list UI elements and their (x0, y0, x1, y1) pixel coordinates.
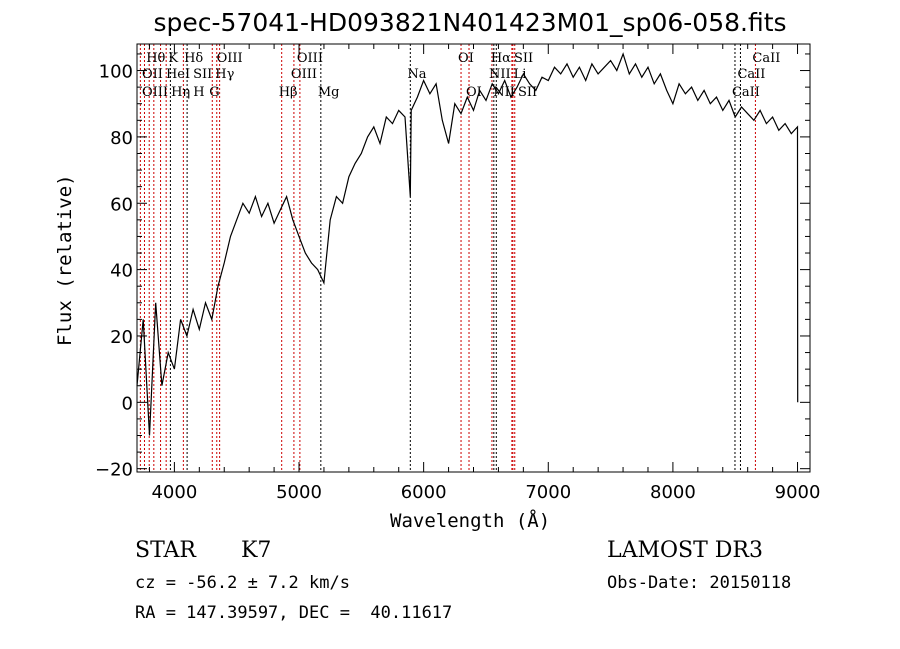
spectral-line-label: Hγ (215, 67, 234, 82)
spectral-line-label: OI (458, 51, 474, 66)
x-tick-label: 5000 (276, 482, 322, 503)
y-tick-label: 80 (110, 128, 133, 149)
spectral-line-label: Li (514, 67, 527, 82)
star-class: STAR (135, 538, 196, 563)
spectral-line-label: Hα (491, 51, 511, 66)
y-tick-label: 60 (110, 194, 133, 215)
spectral-line-label: CaII (732, 85, 760, 100)
spectral-line-label: Mg (318, 85, 340, 100)
chart-title: spec-57041-HD093821N401423M01_sp06-058.f… (153, 8, 787, 37)
x-tick-label: 7000 (525, 482, 571, 503)
spectral-line-label: H (193, 85, 204, 100)
y-tick-label: 0 (122, 393, 133, 414)
spectral-line-label: OII (142, 67, 163, 82)
spectrum-line (136, 52, 799, 436)
y-axis-label: Flux (relative) (54, 174, 76, 346)
ra-dec: RA = 147.39597, DEC = 40.11617 (135, 603, 453, 623)
spectral-line-label: SII (518, 85, 537, 100)
spectral-line-label: NII (493, 85, 515, 100)
spectral-line-label: SII (514, 51, 533, 66)
spectral-line-label: CaII (752, 51, 780, 66)
spectral-line-label: HeI (166, 67, 190, 82)
plot-frame (136, 43, 811, 473)
spectral-line-label: NII (489, 67, 511, 82)
survey-label: LAMOST DR3 (607, 538, 763, 563)
spectral-line-label: Hη (171, 85, 190, 100)
y-tick-label: −20 (95, 460, 133, 481)
spectral-line-label: OIII (297, 51, 323, 66)
y-tick-label: 20 (110, 327, 133, 348)
obs-date: Obs-Date: 20150118 (607, 573, 792, 593)
spectral-line-label: OI (466, 85, 482, 100)
x-tick-label: 8000 (650, 482, 696, 503)
spectral-line-label: Na (407, 67, 426, 82)
spectral-line-label: OIII (291, 67, 317, 82)
x-axis-label: Wavelength (Å) (390, 510, 551, 532)
spectral-line-label: OIII (142, 85, 168, 100)
spectral-line-label: OIII (217, 51, 243, 66)
spectral-line-label: SII (193, 67, 212, 82)
spectral-line-label: Hθ (146, 51, 165, 66)
y-tick-label: 40 (110, 261, 133, 282)
x-tick-label: 6000 (401, 482, 447, 503)
x-tick-label: 9000 (775, 482, 821, 503)
y-tick-label: 100 (99, 62, 133, 83)
star-subclass: K7 (241, 538, 272, 563)
spectral-line-label: Hδ (184, 51, 203, 66)
spectral-line-label: K (168, 51, 178, 66)
spectral-line-label: CaII (737, 67, 765, 82)
x-tick-label: 4000 (151, 482, 197, 503)
spectral-line-label: G (209, 85, 219, 100)
spectral-line-label: Hβ (279, 85, 298, 100)
redshift-cz: cz = -56.2 ± 7.2 km/s (135, 573, 350, 593)
